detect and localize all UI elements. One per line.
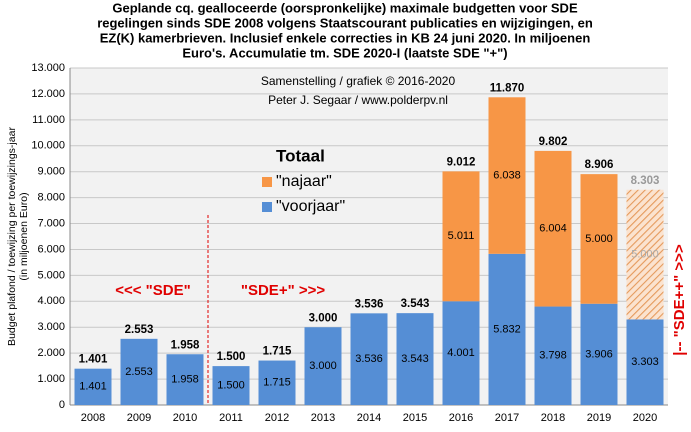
bar-segment [534,306,572,405]
bar-segment [626,319,664,405]
x-tick-label: 2015 [403,412,427,424]
value-label: 1.500 [217,379,245,391]
chart-title: regelingen sinds SDE 2008 volgens Staats… [97,15,593,30]
bar-segment [580,174,618,304]
annotation: <<< "SDE" [115,282,191,299]
total-label: 2.553 [125,324,154,336]
y-tick-label: 7.000 [37,217,65,229]
total-label: 1.500 [217,351,246,363]
value-label: 6.004 [539,223,567,235]
annotation: Peter J. Segaar / www.polderpv.nl [268,93,448,107]
annotation: |-- "SDE++" >>> [671,244,688,356]
legend-label: "voorjaar" [276,198,345,215]
x-tick-label: 2019 [587,412,611,424]
bar-segment [212,366,250,405]
chart-title: Geplande cq. gealloceerde (oorspronkelij… [112,0,578,15]
bar-segment [350,313,388,405]
y-axis-label: Budget plafond / toewijzing per toewijzi… [6,127,18,346]
bar-segment [488,97,526,254]
x-tick-label: 2014 [357,412,381,424]
value-label: 5.000 [631,248,659,260]
bar-segment [258,360,296,405]
value-label: 3.303 [631,356,659,368]
bar-segment [488,253,526,405]
value-label: 5.000 [585,233,613,245]
value-label: 4.001 [447,347,475,359]
total-label: 8.303 [631,175,660,187]
x-tick-label: 2018 [541,412,565,424]
value-label: 5.832 [493,323,521,335]
value-label: 3.536 [355,353,383,365]
bar-segment [442,171,480,302]
x-tick-label: 2009 [127,412,151,424]
x-tick-label: 2012 [265,412,289,424]
total-label: 8.906 [585,159,614,171]
x-tick-label: 2016 [449,412,473,424]
y-axis-label: (in miljoenen Euro) [18,192,30,280]
total-label: 11.870 [490,82,525,94]
total-label: 3.543 [401,298,430,310]
value-label: 5.011 [448,230,475,242]
legend-swatch [262,177,272,187]
legend-swatch [262,202,272,212]
legend-label: "najaar" [276,173,332,190]
value-label: 3.906 [585,348,613,360]
y-tick-label: 3.000 [37,321,65,333]
x-tick-label: 2013 [311,412,335,424]
total-label: 3.000 [309,312,338,324]
x-tick-label: 2017 [495,412,519,424]
y-tick-label: 8.000 [37,192,65,204]
value-label: 6.038 [493,169,521,181]
value-label: 3.798 [539,350,567,362]
bar-segment [304,327,342,405]
value-label: 2.553 [125,366,153,378]
y-tick-label: 9.000 [37,166,65,178]
x-tick-label: 2020 [633,412,657,424]
x-tick-label: 2008 [81,412,105,424]
total-label: 1.958 [171,339,200,351]
total-label: 9.012 [447,156,476,168]
bar-segment [580,303,618,405]
y-tick-label: 6.000 [37,243,65,255]
y-tick-label: 4.000 [37,295,65,307]
value-label: 3.543 [401,353,429,365]
bar-segment [442,301,480,405]
bar-segment [626,189,664,320]
x-tick-label: 2010 [173,412,197,424]
y-tick-label: 13.000 [31,62,65,74]
annotation: "SDE+" >>> [241,282,326,299]
total-label: 1.715 [263,346,292,358]
chart-title: Euro's. Accumulatie tm. SDE 2020-I (laat… [182,45,507,60]
bar-segment [120,338,158,405]
chart-title: EZ(K) kamerbrieven. Inclusief enkele cor… [100,30,591,45]
x-tick-label: 2011 [219,412,243,424]
bar-segment [534,150,572,307]
value-label: 1.401 [79,381,107,393]
total-label: 1.401 [79,354,108,366]
value-label: 1.958 [171,374,199,386]
y-tick-label: 1.000 [37,373,65,385]
y-tick-label: 12.000 [31,88,65,100]
y-tick-label: 2.000 [37,347,65,359]
legend-title: Totaal [276,146,325,165]
total-label: 3.536 [355,298,384,310]
value-label: 1.715 [263,377,291,389]
total-label: 9.802 [539,136,568,148]
y-tick-label: 11.000 [32,114,65,126]
annotation: Samenstelling / grafiek © 2016-2020 [261,74,456,88]
y-tick-label: 5.000 [37,269,65,281]
bar-segment [74,368,112,405]
y-tick-label: 10.000 [31,140,65,152]
y-tick-label: 0 [59,399,65,411]
bar-segment [396,313,434,405]
bar-segment [166,354,204,405]
value-label: 3.000 [309,360,337,372]
